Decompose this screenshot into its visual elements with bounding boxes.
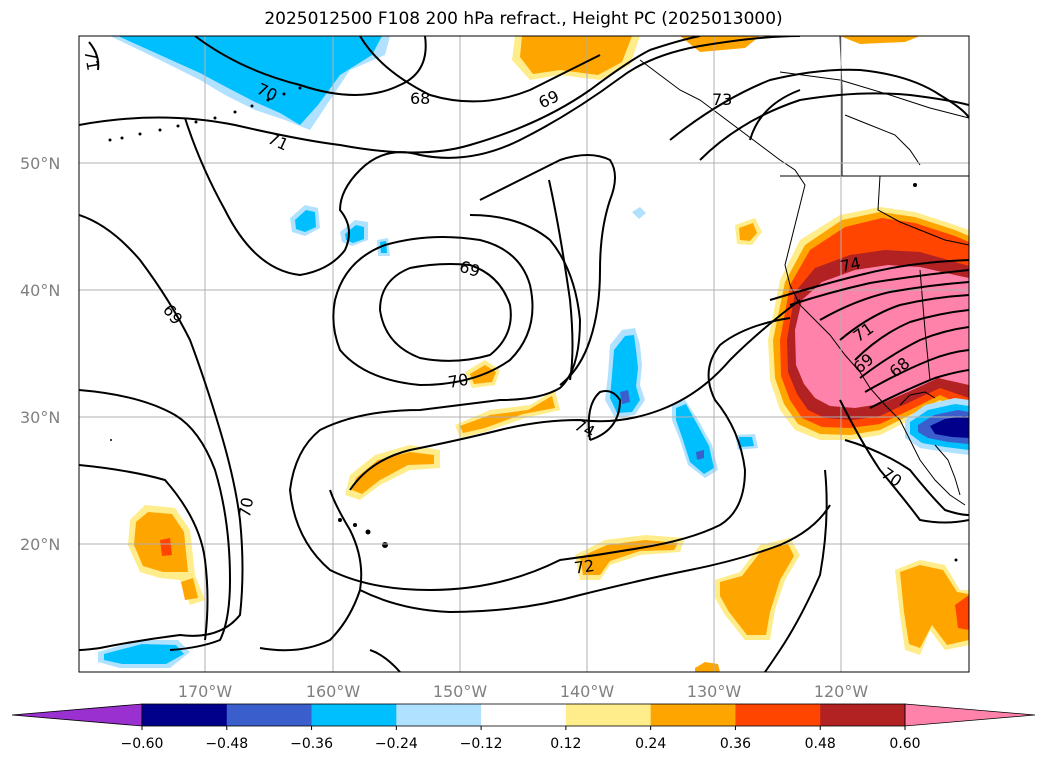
colorbar-swatch	[311, 704, 397, 726]
lon-label: 130°W	[687, 682, 742, 701]
longitude-labels: 170°W 160°W 150°W 140°W 130°W 120°W	[178, 682, 869, 701]
height-contours	[79, 36, 969, 672]
colorbar-swatch	[735, 704, 821, 726]
map-frame	[78, 35, 970, 673]
colorbar-swatch	[650, 704, 736, 726]
colorbar-tick-label: 0.24	[635, 736, 666, 752]
colorbar-outline	[141, 703, 906, 727]
contour-label: 70	[235, 496, 257, 519]
lat-label: 40°N	[20, 281, 60, 300]
colorbar-tick-label: 0.48	[805, 736, 836, 752]
colorbar-swatch	[142, 704, 228, 726]
colorbar-swatch	[396, 704, 482, 726]
colorbar-tick-label: −0.48	[205, 736, 248, 752]
coastlines	[639, 36, 969, 506]
colorbar-tick-label: −0.12	[460, 736, 503, 752]
latitude-labels: 50°N 40°N 30°N 20°N	[20, 154, 60, 554]
lon-label: 160°W	[306, 682, 361, 701]
colorbar-extend-high	[904, 703, 1036, 727]
contour-label: 70	[447, 370, 470, 392]
contour-label: 68	[410, 89, 430, 108]
contour-label: 74	[839, 253, 863, 276]
lon-label: 120°W	[814, 682, 869, 701]
lat-label: 50°N	[20, 154, 60, 173]
shade-negative-nw-core	[118, 36, 382, 125]
colorbar-swatch	[565, 704, 652, 726]
colorbar-tick-label: −0.60	[121, 736, 164, 752]
colorbar-tick-label: −0.24	[375, 736, 418, 752]
colorbar-extend-low	[11, 703, 143, 727]
lat-label: 20°N	[20, 535, 60, 554]
colorbar-tick-label: 0.60	[889, 736, 920, 752]
lon-label: 150°W	[433, 682, 488, 701]
colorbar-tick-label: −0.36	[290, 736, 333, 752]
lat-label: 30°N	[20, 408, 60, 427]
contour-label: 73	[712, 90, 732, 109]
colorbar-swatch	[481, 704, 567, 726]
colorbar-tick-label: 0.12	[550, 736, 581, 752]
lon-label: 140°W	[560, 682, 615, 701]
colorbar-tick-label: 0.36	[720, 736, 751, 752]
lon-label: 170°W	[178, 682, 233, 701]
colorbar: −0.60 −0.48 −0.36 −0.24 −0.12 0.12 0.24 0.36 0.4…	[11, 703, 1036, 752]
shade-positive-top-core	[520, 36, 632, 75]
shaded-anomalies	[98, 36, 969, 672]
colorbar-swatch	[820, 704, 906, 726]
map-area: 71 70 68 69 71 73 69 69 70 74 70 72 74 7…	[79, 36, 969, 672]
contour-label: 72	[573, 556, 596, 578]
map-title: 2025012500 F108 200 hPa refract., Height…	[264, 9, 783, 29]
colorbar-swatch	[226, 704, 313, 726]
contour-label: 71	[80, 49, 102, 72]
